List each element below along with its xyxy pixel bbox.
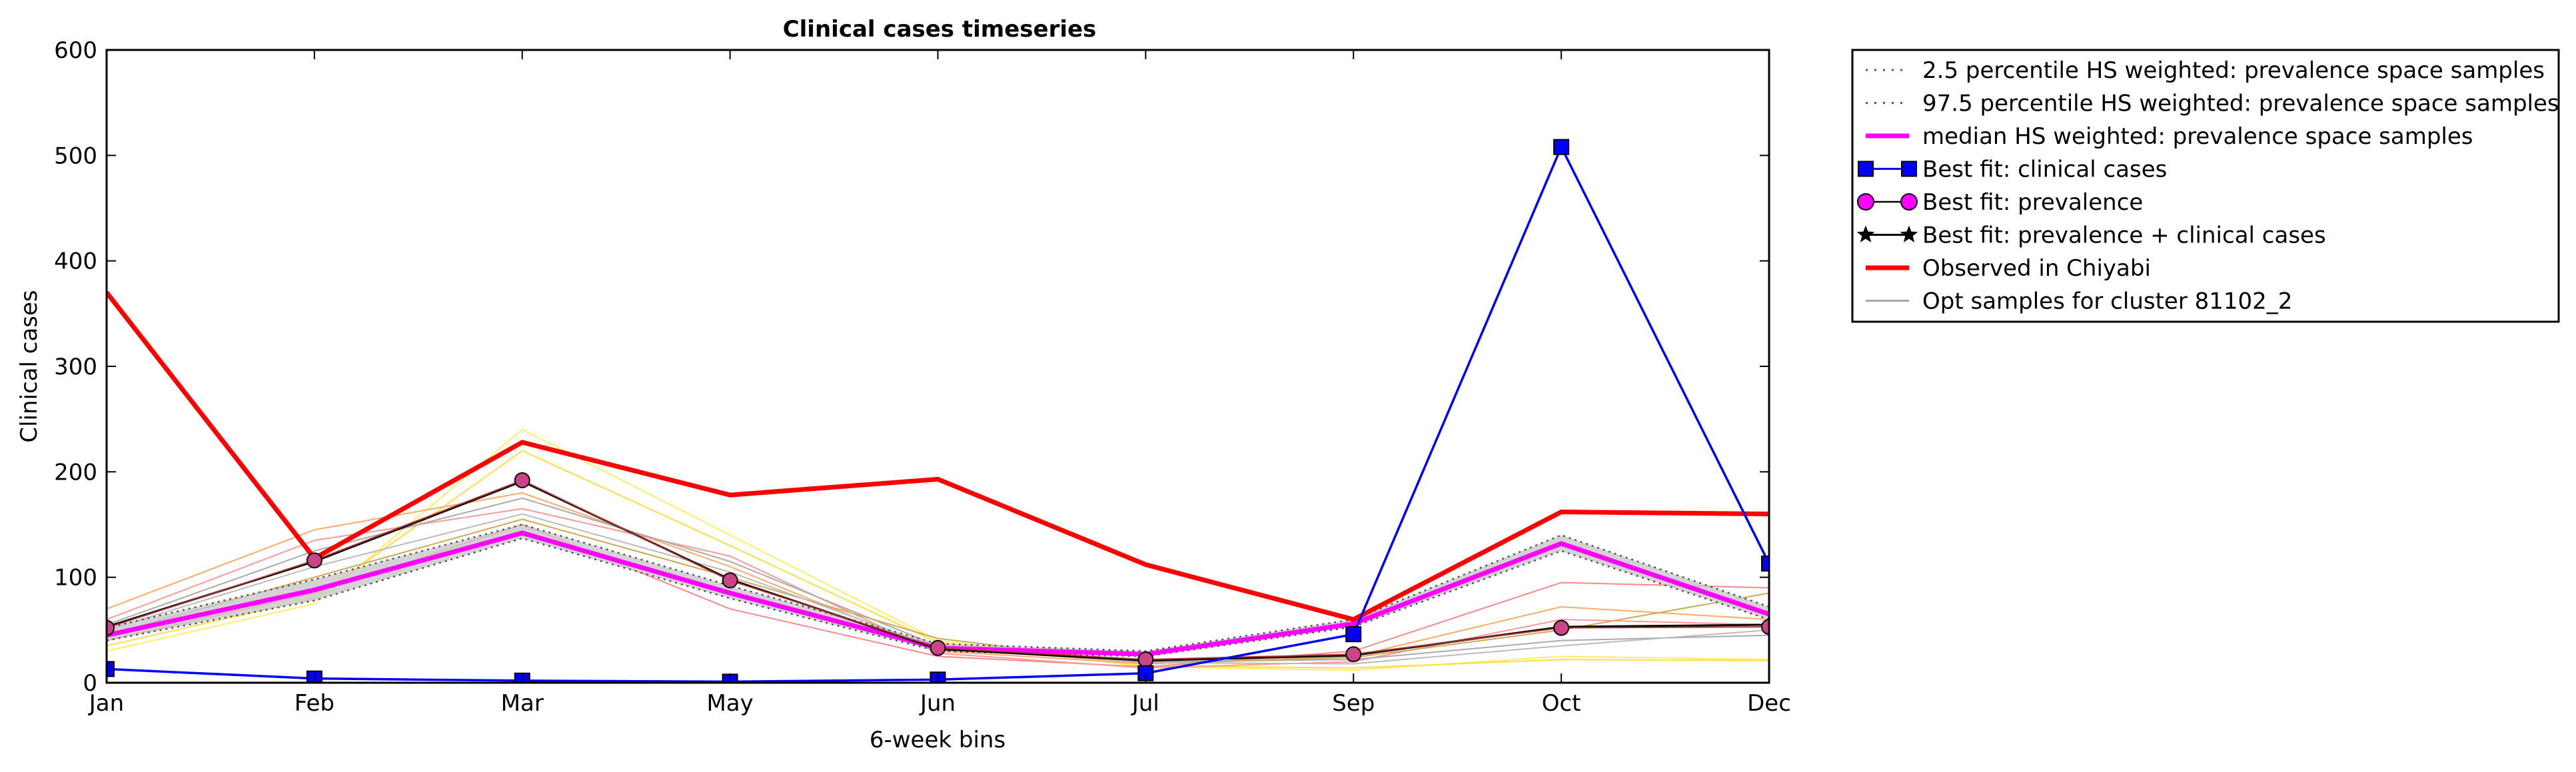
legend-item-8: Opt samples for cluster 81102_2 (1866, 288, 2292, 315)
legend-star-marker (1900, 225, 1918, 242)
y-tick-label-300: 300 (54, 354, 97, 380)
opt-sample-line-7 (107, 518, 1769, 665)
legend-item-5: Best fit: prevalence (1857, 189, 2143, 216)
best-fit-prevalence-point-dec (1761, 619, 1769, 635)
best-fit-prevalence-point-may (722, 572, 738, 589)
legend-square-marker (1858, 161, 1874, 177)
x-tick-label-feb: Feb (295, 690, 334, 717)
x-tick-label-sep: Sep (1332, 690, 1375, 717)
chart-title: Clinical cases timeseries (783, 16, 1097, 43)
x-tick-label-may: May (706, 690, 753, 717)
x-tick-label-dec: Dec (1747, 690, 1791, 717)
legend-label: Best fit: clinical cases (1922, 157, 2167, 183)
y-tick-label-500: 500 (54, 143, 97, 169)
legend-label: Best fit: prevalence (1922, 189, 2143, 216)
legend-label: median HS weighted: prevalence space sam… (1922, 123, 2473, 150)
y-tick-label-400: 400 (54, 248, 97, 275)
series-group (107, 139, 1769, 683)
best-fit-clinical-point-jan (107, 661, 115, 677)
legend-label: 2.5 percentile HS weighted: prevalence s… (1922, 57, 2545, 84)
best-fit-prevalence-point-mar (514, 472, 530, 488)
opt-sample-line-1 (107, 428, 1769, 671)
y-axis-label: Clinical cases (16, 290, 43, 442)
x-axis-label: 6-week bins (870, 727, 1005, 753)
x-tick-label-jul: Jul (1131, 690, 1159, 717)
97-5-percentile-hs-weighted-prevalence-space-samples-line (107, 524, 1769, 652)
y-tick-label-0: 0 (83, 670, 97, 697)
legend-item-6: Best fit: prevalence + clinical cases (1856, 222, 2326, 249)
legend-label: 97.5 percentile HS weighted: prevalence … (1922, 91, 2559, 117)
best-fit-prevalence-point-oct (1553, 619, 1570, 636)
legend-frame (1851, 49, 2560, 323)
legend-label: Best fit: prevalence + clinical cases (1922, 222, 2326, 249)
best-fit-prevalence-point-feb (306, 552, 322, 569)
plot-area (107, 139, 1769, 683)
legend-item-4: Best fit: clinical cases (1858, 157, 2167, 183)
y-tick-label-200: 200 (54, 459, 97, 486)
legend-circle-marker (1857, 193, 1874, 210)
legend-item-7: Observed in Chiyabi (1866, 255, 2151, 282)
y-tick-label-600: 600 (54, 37, 97, 64)
best-fit-clinical-line (107, 144, 1769, 683)
best-fit-clinical-point-sep (1345, 626, 1362, 643)
legend-label: Observed in Chiyabi (1922, 255, 2151, 282)
axis-ticks: Jan Feb Mar May Jun Jul Sep Oct Dec 0 100 200 300 400… (54, 37, 1791, 717)
best-fit-prevalence-point-sep (1345, 646, 1362, 663)
legend-item-3: median HS weighted: prevalence space sam… (1866, 123, 2473, 150)
best-fit-prevalence-point-jan (107, 619, 115, 636)
legend-circle-marker (1900, 193, 1918, 210)
x-tick-label-oct: Oct (1542, 690, 1581, 717)
best-fit-clinical-point-oct (1553, 139, 1570, 155)
legend-square-marker (1901, 161, 1917, 177)
legend-item-2: 97.5 percentile HS weighted: prevalence … (1866, 91, 2559, 117)
legend: 2.5 percentile HS weighted: prevalence s… (1851, 49, 2560, 323)
legend-star-marker (1856, 225, 1875, 242)
best-fit-prevalence-point-jul (1137, 651, 1154, 668)
legend-label: Opt samples for cluster 81102_2 (1922, 288, 2292, 315)
observed-line (107, 291, 1769, 622)
best-fit-prevalence-point-jun (930, 639, 946, 656)
x-tick-label-jan: Jan (88, 690, 124, 717)
legend-item-1: 2.5 percentile HS weighted: prevalence s… (1866, 57, 2545, 84)
best-fit-clinical-point-dec (1761, 556, 1769, 572)
x-tick-label-jun: Jun (919, 690, 956, 717)
y-tick-label-100: 100 (54, 565, 97, 591)
x-tick-label-mar: Mar (501, 690, 544, 717)
